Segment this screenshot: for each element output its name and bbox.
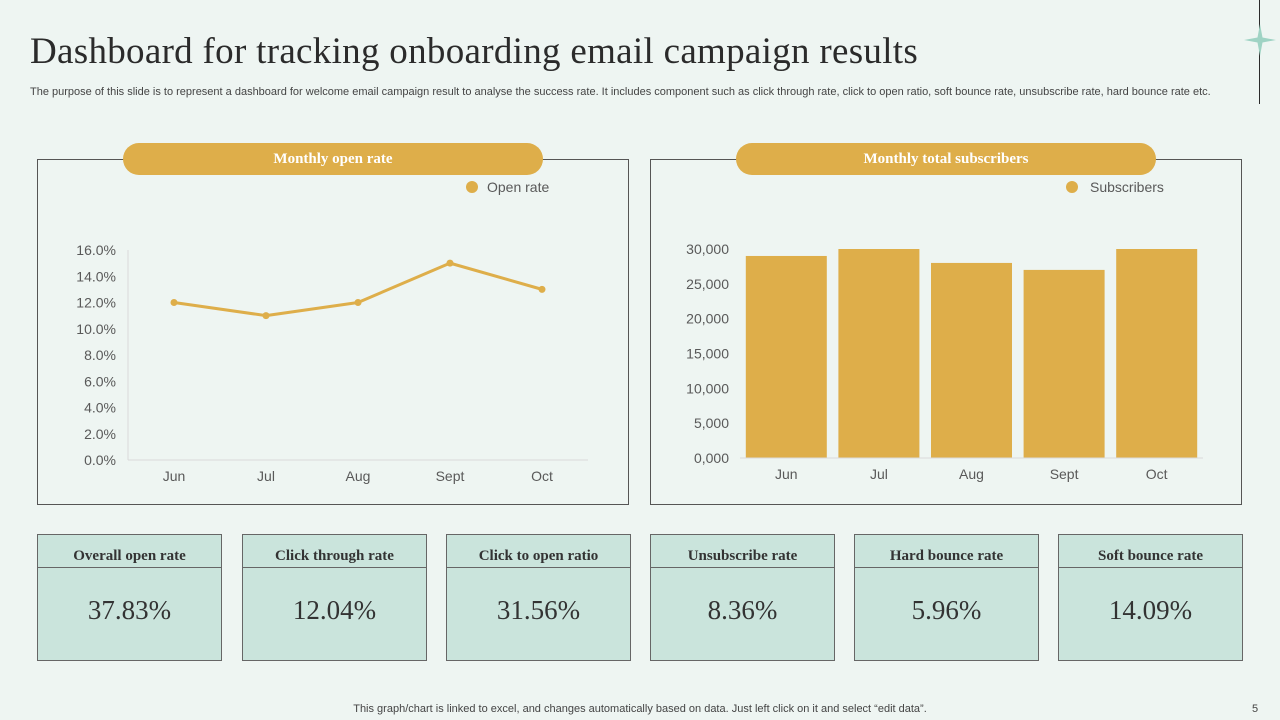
x-tick-label: Jun (775, 466, 798, 482)
y-tick-label: 2.0% (84, 426, 116, 442)
x-tick-label: Sept (436, 468, 465, 484)
open-rate-point (262, 312, 270, 320)
legend-label: Open rate (487, 179, 549, 195)
kpi-label: Overall open rate (38, 535, 221, 568)
subscribers-bar-chart[interactable]: 0,000 5,000 10,000 15,000 20,000 25,000 30,000… (650, 159, 1242, 505)
y-tick-label: 6.0% (84, 373, 116, 389)
y-tick-label: 0.0% (84, 452, 116, 468)
kpi-label: Click to open ratio (447, 535, 630, 568)
page-title: Dashboard for tracking onboarding email … (30, 31, 919, 72)
open-rate-line-chart[interactable]: 0.0% 2.0% 4.0% 6.0% 8.0% 10.0% 12.0% 14.0% 16.0%… (37, 159, 629, 505)
kpi-label: Soft bounce rate (1059, 535, 1242, 568)
page-subtitle: The purpose of this slide is to represen… (30, 86, 1211, 98)
y-tick-label: 5,000 (694, 415, 729, 431)
open-rate-point (354, 299, 362, 306)
y-tick-label: 0,000 (694, 450, 729, 466)
y-tick-label: 20,000 (686, 311, 729, 327)
open-rate-point (538, 285, 546, 293)
subscribers-chart-title: Monthly total subscribers (736, 143, 1156, 175)
x-tick-label: Jun (163, 468, 186, 484)
x-tick-label: Jul (257, 468, 275, 484)
kpi-value: 5.96% (911, 595, 982, 625)
subscribers-bar (1116, 249, 1198, 458)
sparkle-icon (1244, 24, 1276, 56)
open-rate-series-line (173, 261, 543, 318)
x-tick-label: Aug (959, 466, 984, 482)
kpi-value: 14.09% (1108, 595, 1193, 625)
legend-label: Subscribers (1090, 179, 1164, 195)
x-tick-label: Oct (1146, 466, 1168, 482)
subscribers-bar (838, 249, 920, 458)
kpi-click-through-rate: Click through rate 12.04% (242, 534, 427, 661)
x-tick-label: Sept (1050, 466, 1079, 482)
open-rate-point (446, 259, 454, 267)
y-tick-label: 15,000 (686, 346, 729, 362)
y-tick-label: 10,000 (686, 380, 729, 396)
x-tick-label: Jul (870, 466, 888, 482)
y-tick-label: 25,000 (686, 276, 729, 292)
page-number: 5 (1252, 703, 1259, 715)
y-tick-label: 10.0% (76, 321, 116, 337)
kpi-value: 37.83% (87, 595, 172, 625)
kpi-value: 12.04% (292, 595, 377, 625)
kpi-value: 8.36% (707, 595, 778, 625)
y-tick-label: 14.0% (76, 268, 116, 284)
legend-marker (466, 181, 478, 193)
kpi-unsubscribe-rate: Unsubscribe rate 8.36% (650, 534, 835, 661)
kpi-click-to-open-ratio: Click to open ratio 31.56% (446, 534, 631, 661)
x-tick-label: Aug (346, 468, 371, 484)
kpi-label: Unsubscribe rate (651, 535, 834, 568)
subscribers-bar (1023, 269, 1105, 458)
kpi-overall-open-rate: Overall open rate 37.83% (37, 534, 222, 661)
kpi-label: Click through rate (243, 535, 426, 568)
open-rate-point (170, 299, 178, 306)
kpi-soft-bounce-rate: Soft bounce rate 14.09% (1058, 534, 1243, 661)
y-tick-label: 4.0% (84, 400, 116, 416)
subscribers-bar (745, 255, 827, 458)
y-tick-label: 30,000 (686, 241, 729, 257)
kpi-label: Hard bounce rate (855, 535, 1038, 568)
y-tick-label: 8.0% (84, 347, 116, 363)
kpi-value: 31.56% (496, 595, 581, 625)
subscribers-bar (931, 262, 1012, 458)
footer-note: This graph/chart is linked to excel, and… (353, 703, 927, 715)
y-tick-label: 12.0% (76, 295, 116, 311)
open-rate-chart-title: Monthly open rate (123, 143, 543, 175)
y-tick-label: 16.0% (76, 242, 116, 258)
kpi-hard-bounce-rate: Hard bounce rate 5.96% (854, 534, 1039, 661)
legend-marker (1066, 181, 1078, 193)
x-tick-label: Oct (531, 468, 553, 484)
